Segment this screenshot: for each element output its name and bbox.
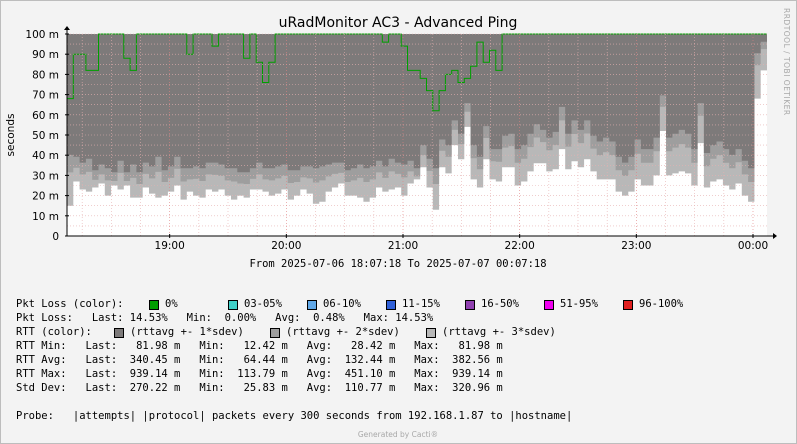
pkt-loss-legend-item-swatch [544, 300, 554, 310]
pkt-loss-legend-item-label: 16-50% [481, 298, 519, 310]
y-tick-label: 80 m [32, 69, 59, 81]
std-dev-stats: Std Dev: Last: 270.22 m Min: 25.83 m Avg… [16, 382, 503, 394]
generated-by: Generated by Cacti® [358, 430, 438, 439]
y-tick-label: 90 m [32, 49, 59, 61]
pkt-loss-legend-item-label: 06-10% [323, 298, 361, 310]
pkt-loss-legend-item-label: 11-15% [402, 298, 440, 310]
y-tick-label: 100 m [25, 29, 59, 41]
y-axis-arrow [64, 26, 70, 30]
rtt-legend-item-swatch [114, 328, 124, 338]
rtt-min-stats: RTT Min: Last: 81.98 m Min: 12.42 m Avg:… [16, 340, 503, 352]
rtt-band-1sdev [67, 34, 767, 173]
pkt-loss-legend-item-label: 51-95% [560, 298, 598, 310]
y-tick-label: 30 m [32, 170, 59, 182]
rtt-legend-item-label: (rttavg +- 1*sdev) [130, 326, 244, 338]
pkt-loss-stats: Pkt Loss: Last: 14.53% Min: 0.00% Avg: 0… [16, 312, 434, 324]
y-tick-label: 10 m [32, 211, 59, 223]
y-tick-label: 70 m [32, 90, 59, 102]
rtt-avg-stats: RTT Avg: Last: 340.45 m Min: 64.44 m Avg… [16, 354, 503, 366]
rtt-legend-item-swatch [270, 328, 280, 338]
y-tick-label: 50 m [32, 130, 59, 142]
rtt-legend-item-swatch [426, 328, 436, 338]
rtt-legend-item-label: (rttavg +- 2*sdev) [286, 326, 400, 338]
pkt-loss-legend-item-label: 0% [165, 298, 178, 310]
pkt-loss-legend-item-label: 03-05% [244, 298, 282, 310]
x-tick-label: 19:00 [155, 240, 185, 252]
y-tick-label: 20 m [32, 191, 59, 203]
pkt-loss-legend-item-label: 96-100% [639, 298, 684, 310]
pkt-loss-legend-item-swatch [623, 300, 633, 310]
y-tick-label: 0 [52, 231, 59, 243]
x-axis-arrow [773, 233, 777, 239]
chart-title: uRadMonitor AC3 - Advanced Ping [279, 15, 518, 31]
x-tick-labels: 19:00 20:00 21:00 22:00 23:00 00:00 [155, 234, 768, 252]
pkt-loss-legend-item-swatch [465, 300, 475, 310]
y-tick-label: 40 m [32, 150, 59, 162]
x-tick-label: 20:00 [271, 240, 301, 252]
pkt-loss-legend-item-swatch [386, 300, 396, 310]
grid-lines [67, 33, 767, 236]
pkt-loss-color-label: Pkt Loss (color): [16, 298, 124, 310]
x-tick-label: 22:00 [505, 240, 535, 252]
date-range: From 2025-07-06 18:07:18 To 2025-07-07 0… [249, 258, 546, 270]
rtt-legend-item-label: (rttavg +- 3*sdev) [442, 326, 556, 338]
x-tick-label: 00:00 [738, 240, 768, 252]
pkt-loss-legend-item-swatch [307, 300, 317, 310]
axes [64, 26, 777, 239]
x-tick-label: 21:00 [388, 240, 418, 252]
probe-info: Probe: |attempts| |protocol| packets eve… [16, 410, 573, 422]
x-tick-label: 23:00 [621, 240, 651, 252]
rtt-color-label: RTT (color): [16, 326, 92, 338]
plot-area [67, 33, 767, 236]
y-tick-label: 60 m [32, 110, 59, 122]
rtt-max-stats: RTT Max: Last: 939.14 m Min: 113.79 m Av… [16, 368, 503, 380]
rrdtool-watermark: RRDTOOL / TOBI OETIKER [782, 8, 791, 116]
y-axis-label: seconds [5, 114, 17, 157]
pkt-loss-legend-item-swatch [149, 300, 159, 310]
pkt-loss-legend-item-swatch [228, 300, 238, 310]
y-tick-labels: 0 10 m 20 m 30 m 40 m 50 m 60 m 70 m 80 m 90 m 100… [25, 29, 69, 243]
